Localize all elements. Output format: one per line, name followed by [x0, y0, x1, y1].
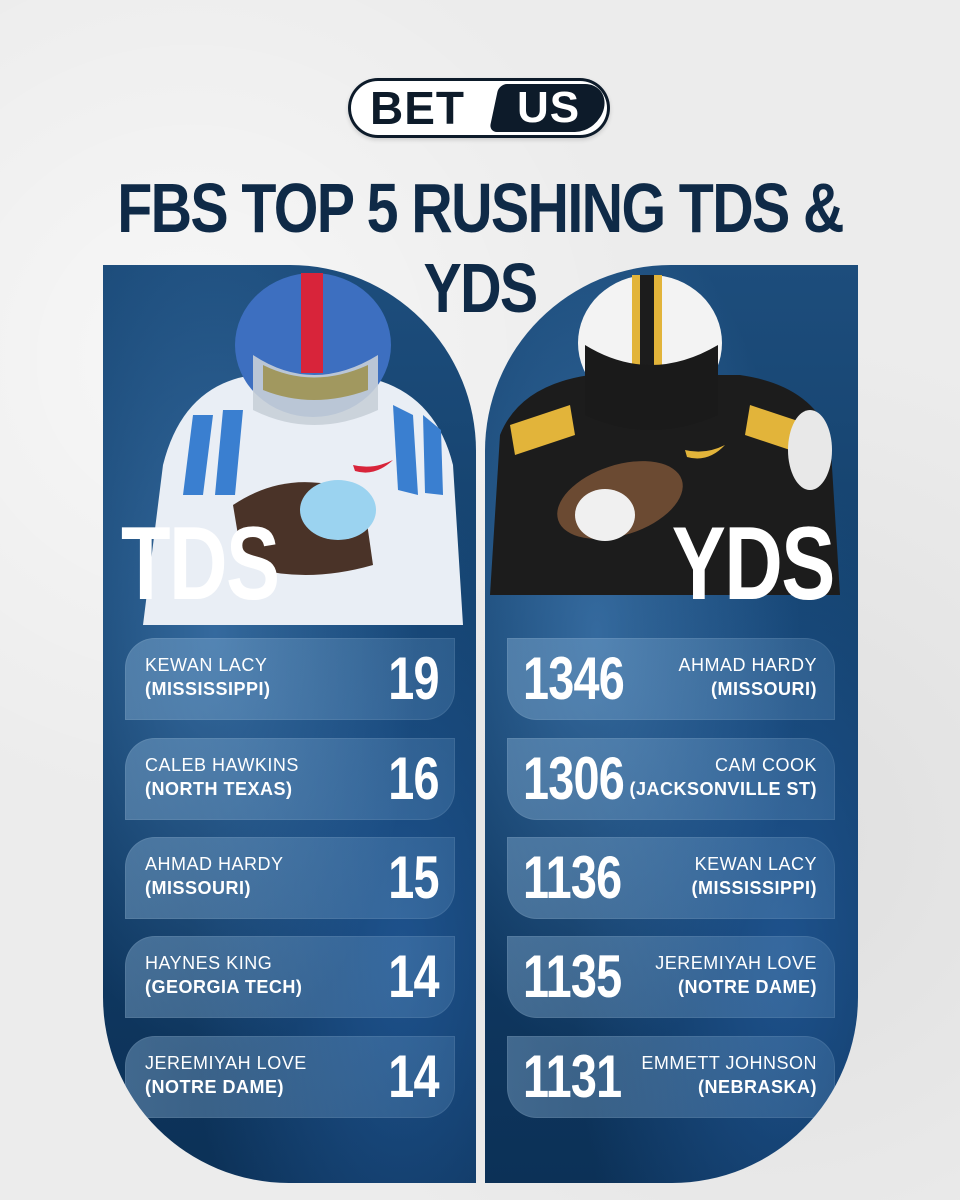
- stat-value: 16: [388, 745, 439, 812]
- stat-value: 14: [388, 943, 439, 1010]
- logo-text-bet: BET: [370, 82, 465, 134]
- player-name: JEREMIYAH LOVE: [655, 953, 817, 973]
- tds-panel: TDS KEWAN LACY (MISSISSIPPI) 19 CALEB HA…: [103, 265, 476, 1183]
- list-item: 1131 EMMETT JOHNSON (NEBRASKA): [507, 1036, 835, 1118]
- list-item: 1346 AHMAD HARDY (MISSOURI): [507, 638, 835, 720]
- player-photo-missouri: [490, 275, 840, 595]
- list-item: 1136 KEWAN LACY (MISSISSIPPI): [507, 837, 835, 919]
- player-name: CAM COOK: [714, 755, 817, 775]
- player-school: (NOTRE DAME): [145, 1077, 284, 1097]
- list-item: 1306 CAM COOK (JACKSONVILLE ST): [507, 738, 835, 820]
- player-photo-mississippi: [143, 273, 463, 625]
- list-item: JEREMIYAH LOVE (NOTRE DAME) 14: [125, 1036, 455, 1118]
- player-name: JEREMIYAH LOVE: [145, 1053, 307, 1073]
- list-item: KEWAN LACY (MISSISSIPPI) 19: [125, 638, 455, 720]
- yds-panel: YDS 1346 AHMAD HARDY (MISSOURI) 1306 CAM…: [485, 265, 858, 1183]
- list-item: HAYNES KING (GEORGIA TECH) 14: [125, 936, 455, 1018]
- logo-badge-us: US: [488, 83, 610, 132]
- stat-value: 1346: [523, 645, 625, 712]
- player-school: (NOTRE DAME): [678, 977, 817, 997]
- player-school: (NEBRASKA): [698, 1077, 817, 1097]
- tds-label: TDS: [121, 506, 280, 622]
- stat-value: 15: [388, 844, 439, 911]
- player-name: EMMETT JOHNSON: [641, 1053, 817, 1073]
- player-school: (GEORGIA TECH): [145, 977, 303, 997]
- stat-value: 1135: [523, 943, 622, 1010]
- list-item: CALEB HAWKINS (NORTH TEXAS) 16: [125, 738, 455, 820]
- player-school: (JACKSONVILLE ST): [629, 779, 817, 799]
- player-name: AHMAD HARDY: [145, 854, 284, 874]
- logo-text-us: US: [517, 83, 581, 132]
- player-name: AHMAD HARDY: [678, 655, 817, 675]
- betus-logo: BET US: [348, 78, 610, 138]
- player-school: (MISSOURI): [711, 679, 817, 699]
- player-name: CALEB HAWKINS: [145, 755, 299, 775]
- list-item: AHMAD HARDY (MISSOURI) 15: [125, 837, 455, 919]
- stat-value: 19: [388, 645, 439, 712]
- page-title: FBS TOP 5 RUSHING TDS & YDS: [117, 169, 844, 327]
- stat-value: 1131: [523, 1043, 622, 1110]
- player-school: (MISSOURI): [145, 878, 251, 898]
- player-school: (NORTH TEXAS): [145, 779, 293, 799]
- yds-label: YDS: [671, 506, 836, 622]
- list-item: 1135 JEREMIYAH LOVE (NOTRE DAME): [507, 936, 835, 1018]
- player-name: KEWAN LACY: [145, 655, 268, 675]
- stat-value: 1306: [523, 745, 625, 812]
- player-name: KEWAN LACY: [694, 854, 817, 874]
- player-name: HAYNES KING: [145, 953, 273, 973]
- player-school: (MISSISSIPPI): [145, 679, 271, 699]
- stat-value: 1136: [523, 844, 622, 911]
- player-school: (MISSISSIPPI): [691, 878, 817, 898]
- stat-value: 14: [388, 1043, 439, 1110]
